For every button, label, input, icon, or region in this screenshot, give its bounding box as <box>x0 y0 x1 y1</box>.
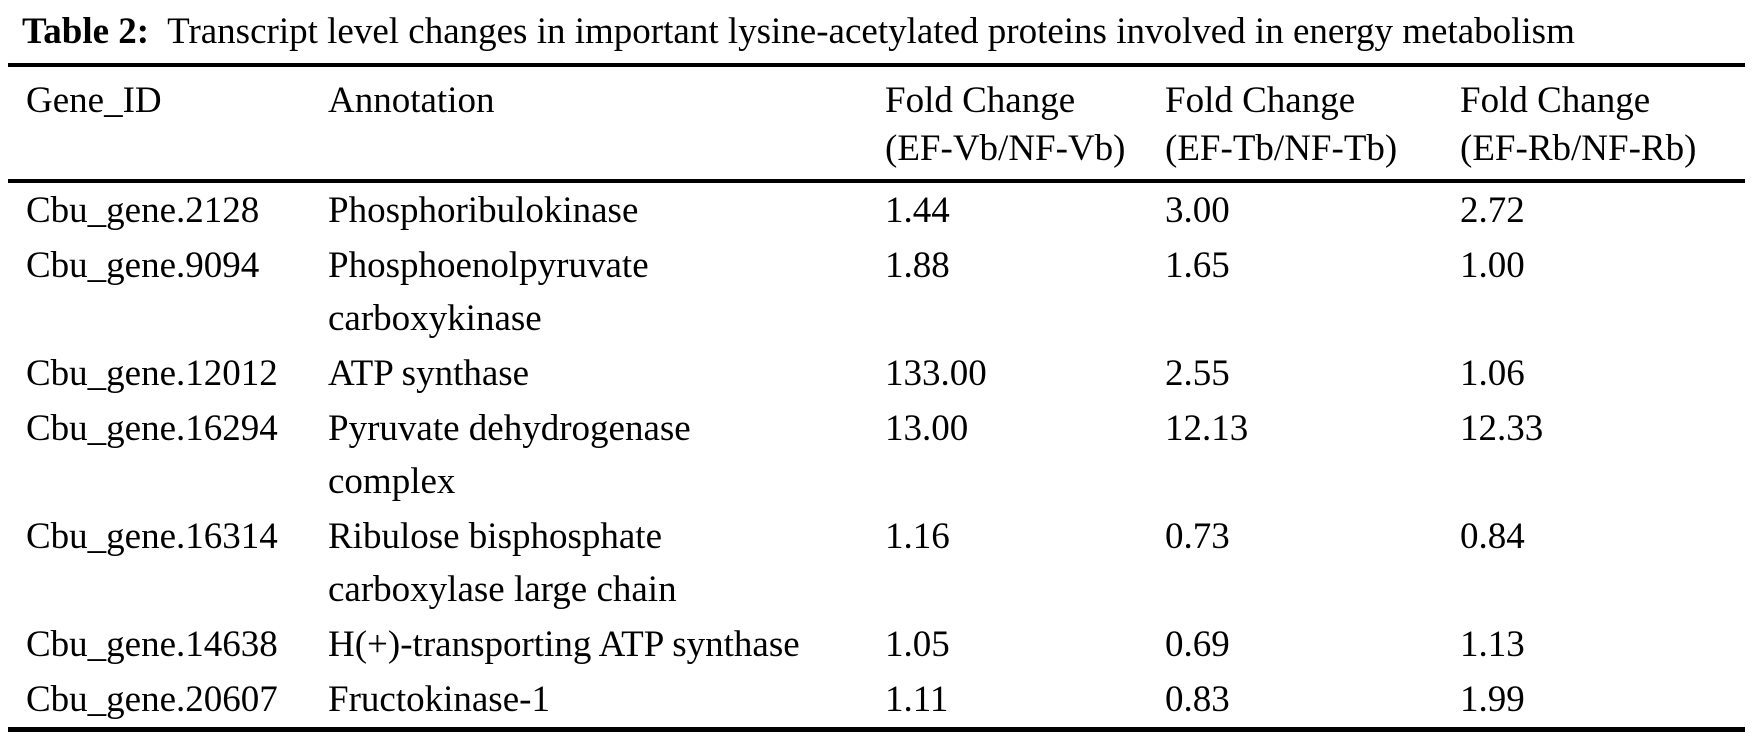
table-row: Cbu_gene.14638 H(+)-transporting ATP syn… <box>8 617 1745 672</box>
header-row: Gene_ID Annotation Fold Change (EF-Vb/NF… <box>8 65 1745 183</box>
cell-gene-id: Cbu_gene.16294 <box>26 408 278 449</box>
cell-annotation: Ribulose bisphosphate carboxylase large … <box>328 516 677 610</box>
cell-fc-tb: 0.73 <box>1165 516 1230 557</box>
cell-annotation: Phosphoenolpyruvate carboxykinase <box>328 245 649 339</box>
cell-fc-rb: 2.72 <box>1460 190 1525 231</box>
table-body: Cbu_gene.2128 Phosphoribulokinase 1.44 3… <box>8 181 1745 730</box>
cell-annotation: H(+)-transporting ATP synthase <box>328 624 800 665</box>
table-row: Cbu_gene.12012 ATP synthase 133.00 2.55 … <box>8 346 1745 401</box>
cell-fc-vb: 13.00 <box>885 408 969 449</box>
cell-fc-vb: 1.44 <box>885 190 950 231</box>
cell-fc-tb: 0.83 <box>1165 679 1230 720</box>
table-row: Cbu_gene.20607 Fructokinase-1 1.11 0.83 … <box>8 672 1745 730</box>
cell-gene-id: Cbu_gene.16314 <box>26 516 278 557</box>
cell-fc-tb: 3.00 <box>1165 190 1230 231</box>
cell-annotation: ATP synthase <box>328 353 530 394</box>
col-header-annotation: Annotation <box>328 65 885 183</box>
table-row: Cbu_gene.9094 Phosphoenolpyruvate carbox… <box>8 238 1745 346</box>
cell-fc-rb: 1.99 <box>1460 679 1525 720</box>
table-row: Cbu_gene.16314 Ribulose bisphosphate car… <box>8 509 1745 617</box>
cell-fc-tb: 2.55 <box>1165 353 1230 394</box>
cell-fc-vb: 133.00 <box>885 353 987 394</box>
cell-gene-id: Cbu_gene.12012 <box>26 353 278 394</box>
cell-gene-id: Cbu_gene.20607 <box>26 679 278 720</box>
col-header-fold-change-rb: Fold Change (EF-Rb/NF-Rb) <box>1460 65 1745 183</box>
cell-fc-tb: 0.69 <box>1165 624 1230 665</box>
cell-fc-vb: 1.16 <box>885 516 950 557</box>
cell-gene-id: Cbu_gene.9094 <box>26 245 260 286</box>
cell-fc-vb: 1.88 <box>885 245 950 286</box>
col-header-fold-change-vb: Fold Change (EF-Vb/NF-Vb) <box>885 65 1165 183</box>
table-caption: Table 2: Transcript level changes in impo… <box>0 0 1753 55</box>
table-label: Table 2: <box>22 11 150 52</box>
cell-gene-id: Cbu_gene.2128 <box>26 190 260 231</box>
cell-fc-rb: 12.33 <box>1460 408 1544 449</box>
cell-annotation: Phosphoribulokinase <box>328 190 639 231</box>
cell-fc-rb: 1.06 <box>1460 353 1525 394</box>
cell-fc-tb: 1.65 <box>1165 245 1230 286</box>
table-row: Cbu_gene.16294 Pyruvate dehydrogenase co… <box>8 401 1745 509</box>
cell-annotation: Fructokinase-1 <box>328 679 550 720</box>
cell-fc-rb: 0.84 <box>1460 516 1525 557</box>
cell-fc-rb: 1.13 <box>1460 624 1525 665</box>
table-header: Gene_ID Annotation Fold Change (EF-Vb/NF… <box>8 65 1745 183</box>
cell-fc-vb: 1.05 <box>885 624 950 665</box>
cell-fc-vb: 1.11 <box>885 679 949 720</box>
cell-fc-rb: 1.00 <box>1460 245 1525 286</box>
cell-annotation: Pyruvate dehydrogenase complex <box>328 408 691 502</box>
table-caption-text: Transcript level changes in important ly… <box>167 11 1575 52</box>
table-row: Cbu_gene.2128 Phosphoribulokinase 1.44 3… <box>8 181 1745 238</box>
cell-fc-tb: 12.13 <box>1165 408 1249 449</box>
transcript-levels-table: Gene_ID Annotation Fold Change (EF-Vb/NF… <box>8 63 1745 732</box>
cell-gene-id: Cbu_gene.14638 <box>26 624 278 665</box>
col-header-gene-id: Gene_ID <box>8 65 328 183</box>
col-header-fold-change-tb: Fold Change (EF-Tb/NF-Tb) <box>1165 65 1460 183</box>
